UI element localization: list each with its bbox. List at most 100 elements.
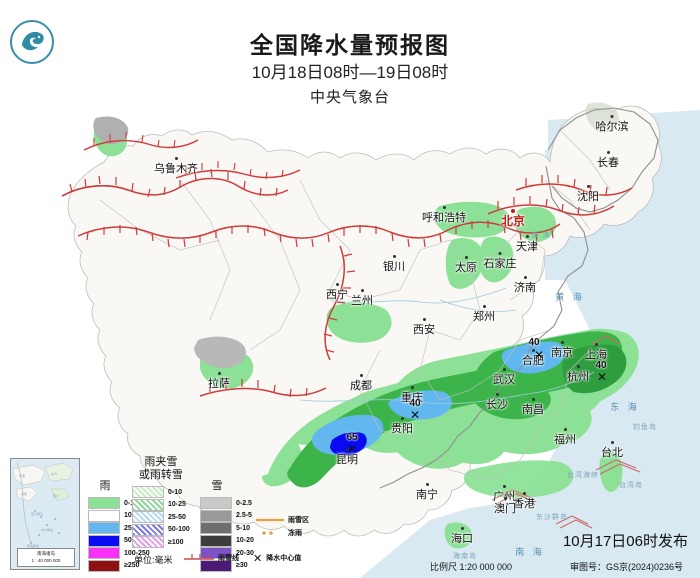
city-label: 贵阳 bbox=[391, 417, 413, 435]
issue-time: 10月17日06时发布 bbox=[562, 533, 688, 550]
legend-range-label: 0-2.5 bbox=[236, 499, 252, 507]
legend-range-label: 5-10 bbox=[236, 524, 251, 532]
map-approval-number: 审图号：GS京(2024)0236号 bbox=[570, 562, 684, 572]
legend-swatch bbox=[132, 511, 164, 524]
cold-front-line-icon bbox=[184, 554, 214, 560]
legend-range-label: 0-10 bbox=[168, 488, 183, 496]
rivers bbox=[299, 287, 595, 405]
city-label: 西宁 bbox=[326, 283, 348, 301]
precip-center-marker: ✕ bbox=[533, 348, 545, 362]
legend-swatch bbox=[200, 522, 232, 535]
legend-range-label: 0-10 bbox=[124, 499, 139, 507]
legend-swatch bbox=[200, 534, 232, 547]
precipitation-areas bbox=[93, 102, 639, 549]
city-label: 呼和浩特 bbox=[422, 206, 466, 224]
legend-swatch bbox=[200, 509, 232, 522]
legend-row: ≥100 bbox=[132, 536, 190, 549]
svg-text:华南: 华南 bbox=[19, 473, 25, 478]
sea-label: 台湾海峡 bbox=[567, 472, 599, 479]
legend-row: 0-10 bbox=[132, 486, 190, 499]
legend-range-label: 100-250 bbox=[124, 549, 150, 557]
legend-range-label: ≥100 bbox=[168, 538, 184, 546]
sea-label: 南 海 bbox=[515, 547, 545, 557]
sea-label: 海南岛 bbox=[453, 553, 477, 560]
national-border bbox=[379, 107, 659, 489]
legend-range-label: 20-30 bbox=[236, 549, 254, 557]
city-label: 西安 bbox=[413, 318, 435, 336]
city-label: 银川 bbox=[383, 255, 405, 273]
legend-swatch bbox=[200, 559, 232, 572]
city-label: 乌鲁木齐 bbox=[154, 157, 198, 175]
city-label: 香港 bbox=[513, 492, 535, 510]
legend-header-sleet-2: 或雨转雪 bbox=[138, 469, 183, 481]
precip-center-marker: ✕ bbox=[596, 370, 608, 384]
legend-swatch bbox=[88, 497, 120, 510]
legend-swatch bbox=[88, 547, 120, 560]
sea-front-marks bbox=[491, 335, 641, 529]
province-boundaries bbox=[99, 129, 611, 481]
legend-header-rain: 雨 bbox=[99, 480, 111, 492]
sea-label: 东沙群岛 bbox=[536, 514, 568, 521]
city-label: 杭州 bbox=[567, 365, 589, 383]
city-label: 济南 bbox=[514, 276, 536, 294]
legend-column-sleet: 雨夹雪 或雨转雪 0-10 10-25 25-50 50-100 ≥100 单位:毫米 bbox=[132, 456, 190, 566]
city-label: 兰州 bbox=[351, 289, 373, 307]
legend-range-label: 2.5-5 bbox=[236, 512, 252, 520]
legend-range-label: 50-100 bbox=[168, 526, 190, 534]
legend-row: 10-20 bbox=[200, 534, 254, 548]
legend-column-extras: 雨雪区 冻雨 bbox=[256, 514, 324, 539]
legend-swatch bbox=[132, 498, 164, 511]
precip-center-marker: ✕ bbox=[346, 442, 358, 456]
legend-item-snowline: 雨雪线 ✕ 降水中心值 bbox=[184, 552, 324, 565]
city-label: 太原 bbox=[455, 256, 477, 274]
cma-dragon-logo bbox=[8, 18, 56, 66]
legend-column-snow: 雪 0-2.5 2.5-5 5-10 10-20 20-30 ≥30 bbox=[200, 480, 254, 572]
precip-center-marker: ✕ bbox=[409, 408, 421, 422]
city-label: 南宁 bbox=[416, 483, 438, 501]
legend-swatch bbox=[132, 536, 164, 549]
city-label: 重庆 bbox=[401, 386, 423, 404]
inset-caption-scale: 1 : 40 000 000 bbox=[31, 558, 61, 563]
legend-panel: 华南 台湾 海南 南沙 西沙群岛 中沙群岛 南沙群岛 南海诸岛 1 : 40 000 … bbox=[4, 452, 322, 574]
city-label: 沈阳 bbox=[577, 185, 599, 203]
sea-label: 黄 海 bbox=[555, 292, 585, 302]
city-label: 昆明 bbox=[336, 448, 358, 466]
sea-label: 东 海 bbox=[610, 402, 640, 412]
legend-row: 10-25 bbox=[132, 498, 190, 512]
city-label: 长沙 bbox=[486, 393, 508, 411]
rain-snow-line bbox=[61, 132, 633, 398]
svg-text:南沙: 南沙 bbox=[53, 493, 59, 498]
city-label: 长春 bbox=[597, 151, 619, 169]
legend-item-freezing-rain: 冻雨 bbox=[256, 527, 324, 540]
legend-swatch bbox=[88, 509, 120, 522]
legend-label-snowline: 雨雪线 bbox=[218, 555, 239, 563]
precip-center-value: 40 bbox=[409, 398, 421, 409]
precip-center-value: 40 bbox=[528, 337, 540, 348]
city-label: 哈尔滨 bbox=[596, 115, 629, 133]
legend-swatch bbox=[132, 486, 164, 499]
map-scale: 比例尺 1:20 000 000 bbox=[430, 562, 513, 572]
inset-caption: 南海诸岛 1 : 40 000 000 bbox=[17, 548, 75, 567]
legend-row: ≥30 bbox=[200, 559, 254, 573]
legend-row: 100-250 bbox=[88, 547, 150, 560]
legend-bottom-extras: 雨雪线 ✕ 降水中心值 bbox=[184, 552, 324, 565]
city-label: 郑州 bbox=[473, 305, 495, 323]
legend-row: 2.5-5 bbox=[200, 509, 254, 523]
legend-unit: 单位:毫米 bbox=[134, 554, 173, 565]
legend-range-label: 25-50 bbox=[168, 513, 186, 521]
city-label: 武汉 bbox=[493, 368, 515, 386]
legend-label-precip-center: 降水中心值 bbox=[266, 555, 302, 563]
sea-label: 钓鱼岛 bbox=[633, 424, 657, 431]
svg-text:西沙群岛: 西沙群岛 bbox=[31, 511, 43, 516]
legend-row: ≥250 bbox=[88, 559, 150, 573]
svg-text:南沙群岛: 南沙群岛 bbox=[27, 543, 39, 548]
city-label: 台北 bbox=[601, 441, 623, 459]
legend-row: 5-10 bbox=[200, 522, 254, 535]
legend-swatch bbox=[88, 534, 120, 547]
city-label: 澳门 bbox=[494, 497, 516, 515]
sea-label: 台湾岛 bbox=[619, 482, 643, 489]
svg-text:中沙群岛: 中沙群岛 bbox=[41, 527, 53, 532]
legend-row: 0-2.5 bbox=[200, 497, 254, 510]
